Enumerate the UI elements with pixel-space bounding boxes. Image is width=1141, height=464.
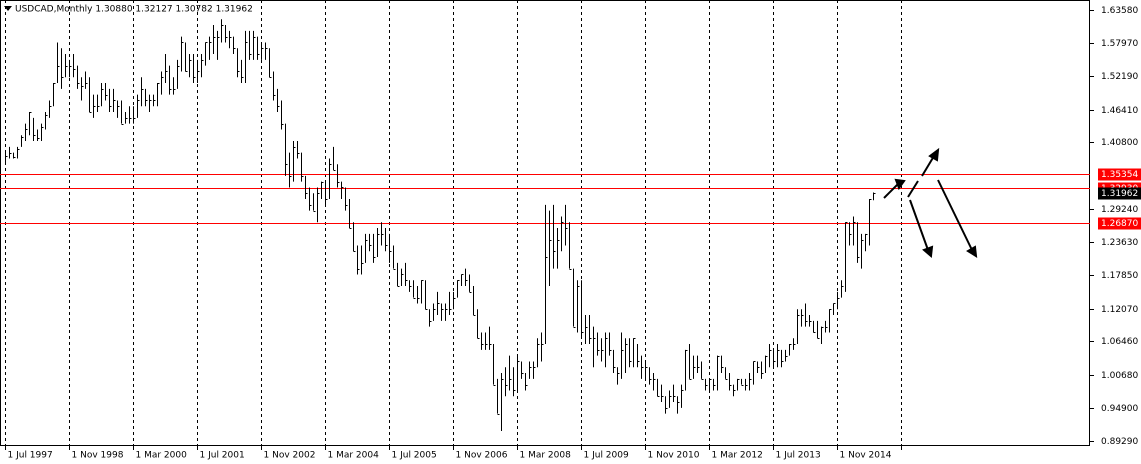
y-tick-label: 1.46410 <box>1101 106 1138 116</box>
chart-title: USDCAD,Monthly 1.30880 1.32127 1.30782 1… <box>15 5 253 15</box>
arrowhead <box>966 245 978 258</box>
x-tick-label: 1 Nov 2014 <box>840 451 892 461</box>
x-tick-label: 1 Jul 2001 <box>200 451 245 461</box>
x-tick-label: 1 Nov 1998 <box>72 451 124 461</box>
y-tick-label: 1.29240 <box>1101 205 1138 215</box>
x-tick-label: 1 Jul 2013 <box>776 451 821 461</box>
arrow <box>921 155 935 177</box>
level-label: 1.35354 <box>1101 170 1138 180</box>
level-label: 1.26870 <box>1101 219 1138 229</box>
last-price-box <box>1098 187 1141 200</box>
axes: 1 Jul 1997 1 Nov 1998 1 Mar 2000 1 Jul 2001… <box>5 6 1141 461</box>
level-box <box>1098 217 1141 230</box>
y-tick-label: 1.23630 <box>1101 238 1138 248</box>
x-tick-label: 1 Mar 2008 <box>520 451 572 461</box>
header-icon <box>4 6 12 11</box>
last-price-label: 1.31962 <box>1101 189 1138 199</box>
y-tick-label: 1.63580 <box>1101 6 1138 16</box>
x-tick-label: 1 Jul 2009 <box>584 451 629 461</box>
x-tick-label: 1 Nov 2006 <box>456 451 508 461</box>
arrow <box>907 180 919 198</box>
y-tick-label: 0.94900 <box>1101 404 1138 414</box>
x-tick-label: 1 Mar 2012 <box>712 451 763 461</box>
y-tick-label: 1.17850 <box>1101 271 1138 281</box>
y-tick-label: 1.57970 <box>1101 39 1138 49</box>
x-tick-label: 1 Jul 2005 <box>392 451 437 461</box>
y-tick-label: 1.40800 <box>1101 138 1138 148</box>
arrows <box>883 147 978 258</box>
y-tick-label: 1.12070 <box>1101 305 1138 315</box>
y-tick-label: 0.89290 <box>1101 437 1138 447</box>
x-tick-label: 1 Nov 2002 <box>264 451 316 461</box>
arrow <box>909 199 929 251</box>
x-tick-label: 1 Nov 2010 <box>648 451 700 461</box>
bars <box>5 19 876 432</box>
arrowhead <box>922 245 934 258</box>
x-tick-label: 1 Mar 2000 <box>136 451 188 461</box>
y-tick-label: 1.06460 <box>1101 337 1138 347</box>
x-tick-label: 1 Mar 2004 <box>328 451 380 461</box>
arrowhead <box>928 147 940 162</box>
x-tick-label: 1 Jul 1997 <box>8 451 53 461</box>
arrow <box>937 179 973 251</box>
level-box <box>1098 168 1141 181</box>
y-tick-label: 1.00680 <box>1101 371 1138 381</box>
y-tick-label: 1.52190 <box>1101 72 1138 82</box>
arrowhead <box>894 178 906 191</box>
